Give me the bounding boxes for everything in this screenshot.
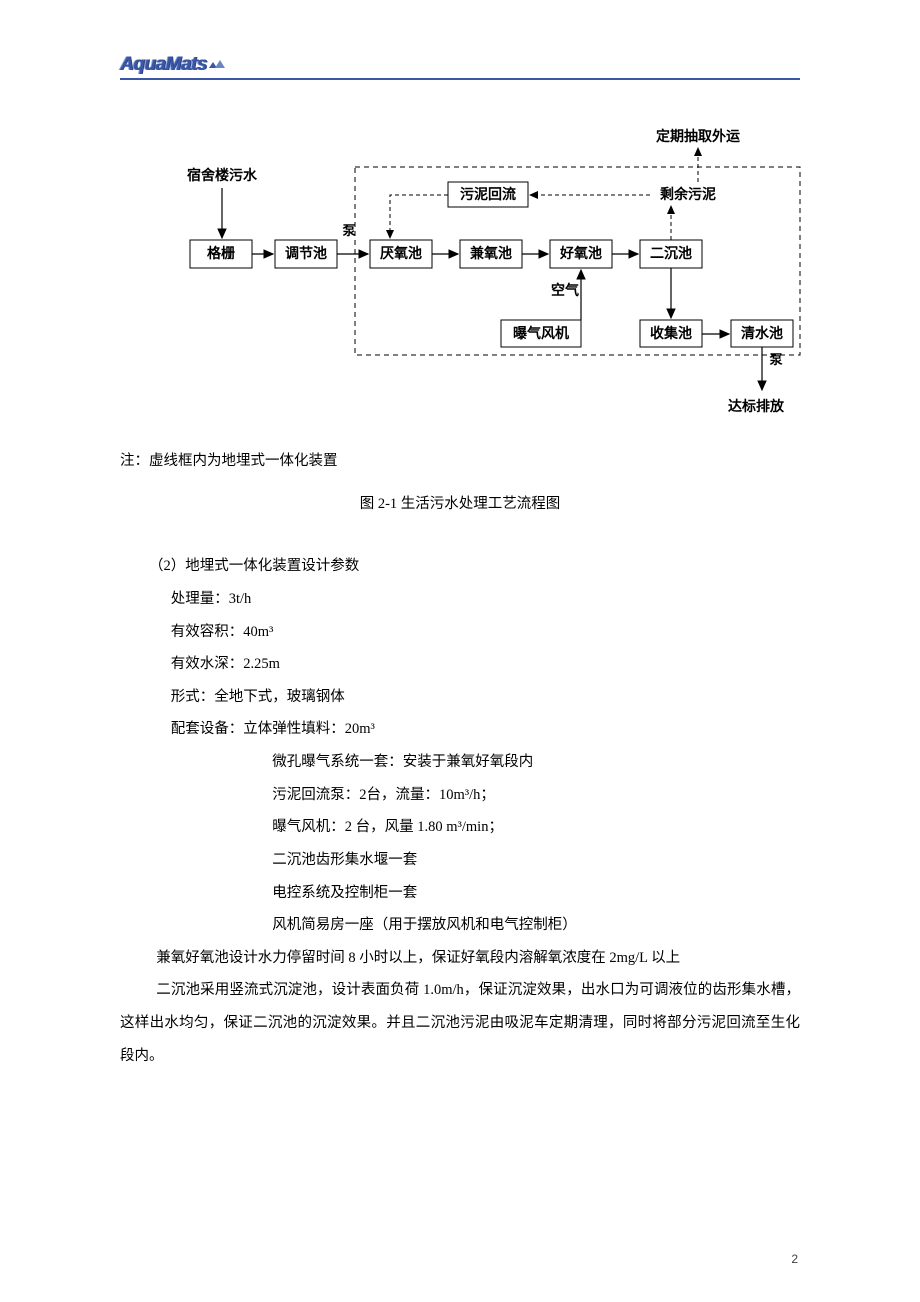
- node-secondary-settling: 二沉池: [650, 245, 692, 262]
- node-aerobic: 好氧池: [559, 245, 602, 262]
- pump-label-2: 泵: [769, 352, 782, 367]
- brand-logo: AquaMats: [120, 54, 226, 76]
- figure-note: 注：虚线框内为地埋式一体化装置: [120, 445, 800, 478]
- equip-blower: 曝气风机：2 台，风量 1.80 m³/min；: [120, 811, 800, 844]
- node-discharge: 达标排放: [728, 398, 785, 415]
- equip-sludge-pump: 污泥回流泵：2台，流量：10m³/h；: [120, 779, 800, 812]
- section-heading: （2）地埋式一体化装置设计参数: [120, 550, 800, 583]
- page-number: 2: [791, 1252, 798, 1266]
- equip-weir: 二沉池齿形集水堰一套: [120, 844, 800, 877]
- figure-caption: 图 2-1 生活污水处理工艺流程图: [120, 488, 800, 521]
- param-equipment: 配套设备：立体弹性填料：20m³: [120, 713, 800, 746]
- paragraph-settling: 二沉池采用竖流式沉淀池，设计表面负荷 1.0m/h，保证沉淀效果，出水口为可调液…: [120, 974, 800, 1072]
- paragraph-retention: 兼氧好氧池设计水力停留时间 8 小时以上，保证好氧段内溶解氧浓度在 2mg/L …: [120, 942, 800, 975]
- node-anoxic: 兼氧池: [470, 245, 512, 262]
- equip-aeration: 微孔曝气系统一套：安装于兼氧好氧段内: [120, 746, 800, 779]
- document-content: 注：虚线框内为地埋式一体化装置 图 2-1 生活污水处理工艺流程图 （2）地埋式…: [120, 445, 800, 1072]
- node-grille: 格栅: [207, 245, 235, 262]
- node-blower: 曝气风机: [513, 325, 569, 342]
- node-excess-sludge: 剩余污泥: [660, 186, 716, 203]
- node-regulating-tank: 调节池: [285, 245, 327, 262]
- param-form: 形式：全地下式，玻璃钢体: [120, 681, 800, 714]
- param-volume: 有效容积：40m³: [120, 616, 800, 649]
- node-air: 空气: [551, 282, 579, 299]
- node-periodic-haul: 定期抽取外运: [656, 128, 740, 145]
- equip-house: 风机简易房一座（用于摆放风机和电气控制柜）: [120, 909, 800, 942]
- node-anaerobic: 厌氧池: [380, 245, 422, 262]
- header: AquaMats: [120, 52, 800, 80]
- node-collection-tank: 收集池: [650, 325, 692, 342]
- equip-control: 电控系统及控制柜一套: [120, 877, 800, 910]
- param-depth: 有效水深：2.25m: [120, 648, 800, 681]
- logo-text: AquaMats: [120, 54, 207, 75]
- process-flowchart: 宿舍楼污水 格栅 调节池 厌氧池 兼氧池 好氧池 二沉池 泵 污泥回流 剩余污泥…: [150, 120, 810, 423]
- logo-mark-icon: [208, 54, 226, 76]
- node-clear-water-tank: 清水池: [741, 325, 783, 342]
- pump-label: 泵: [342, 223, 355, 238]
- param-capacity: 处理量：3t/h: [120, 583, 800, 616]
- node-sludge-return: 污泥回流: [460, 186, 516, 203]
- node-input: 宿舍楼污水: [187, 167, 258, 184]
